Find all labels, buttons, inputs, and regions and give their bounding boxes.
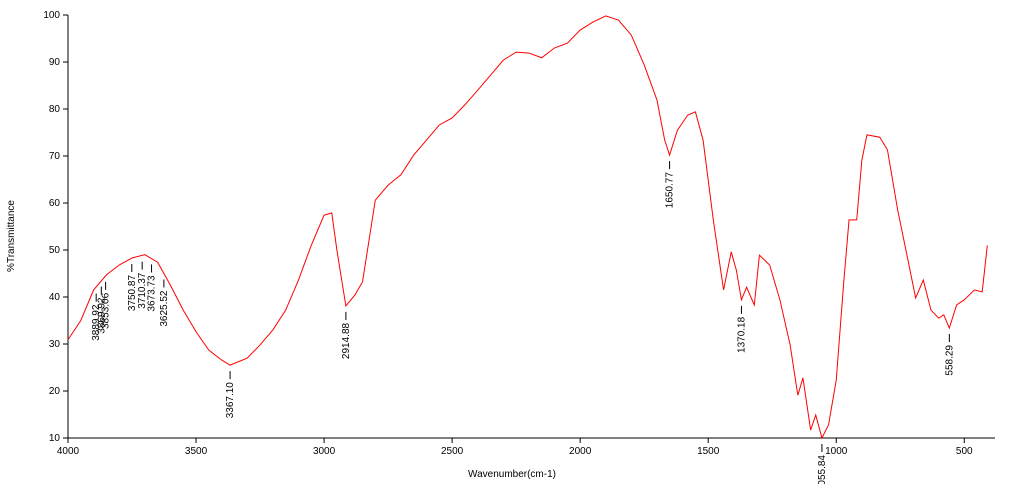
peak-label: 3889.92 xyxy=(91,304,102,341)
y-tick-label: 70 xyxy=(49,151,61,162)
peak-label: 3673.73 xyxy=(147,275,158,312)
peak-label: 3869.92 xyxy=(96,297,107,334)
y-tick-label: 80 xyxy=(49,104,61,115)
x-tick-label: 2000 xyxy=(569,446,592,457)
x-tick-label: 3500 xyxy=(185,446,208,457)
peak-label: 558.29 xyxy=(944,345,955,376)
y-tick-label: 50 xyxy=(49,245,61,256)
peak-label: 3710.37 xyxy=(137,272,148,309)
y-tick-label: 90 xyxy=(49,57,61,68)
x-tick-label: 4000 xyxy=(57,446,80,457)
peak-label: 3625.52 xyxy=(159,290,170,327)
peak-label: 1055.84 xyxy=(817,455,828,484)
y-tick-label: 30 xyxy=(49,339,61,350)
y-tick-label: 100 xyxy=(43,10,60,21)
peak-label: 3367.10 xyxy=(225,382,236,419)
x-tick-label: 3000 xyxy=(313,446,336,457)
spectrum-line xyxy=(67,15,988,440)
peak-label: 1370.18 xyxy=(736,316,747,353)
y-tick-label: 60 xyxy=(49,198,61,209)
peak-label: 3750.87 xyxy=(127,275,138,312)
y-tick-label: 40 xyxy=(49,292,61,303)
x-axis-label: Wavenumber(cm-1) xyxy=(468,469,556,480)
peak-label: 3853.06 xyxy=(101,292,112,329)
y-tick-label: 10 xyxy=(49,433,61,444)
x-tick-label: 1500 xyxy=(697,446,720,457)
y-axis-label: %Transmittance xyxy=(6,200,17,272)
x-tick-label: 1000 xyxy=(825,446,848,457)
peak-label: 1650.77 xyxy=(665,172,676,209)
x-tick-label: 500 xyxy=(956,446,973,457)
peak-label: 2914.88 xyxy=(341,323,352,360)
y-tick-label: 20 xyxy=(49,386,61,397)
x-tick-label: 2500 xyxy=(441,446,464,457)
